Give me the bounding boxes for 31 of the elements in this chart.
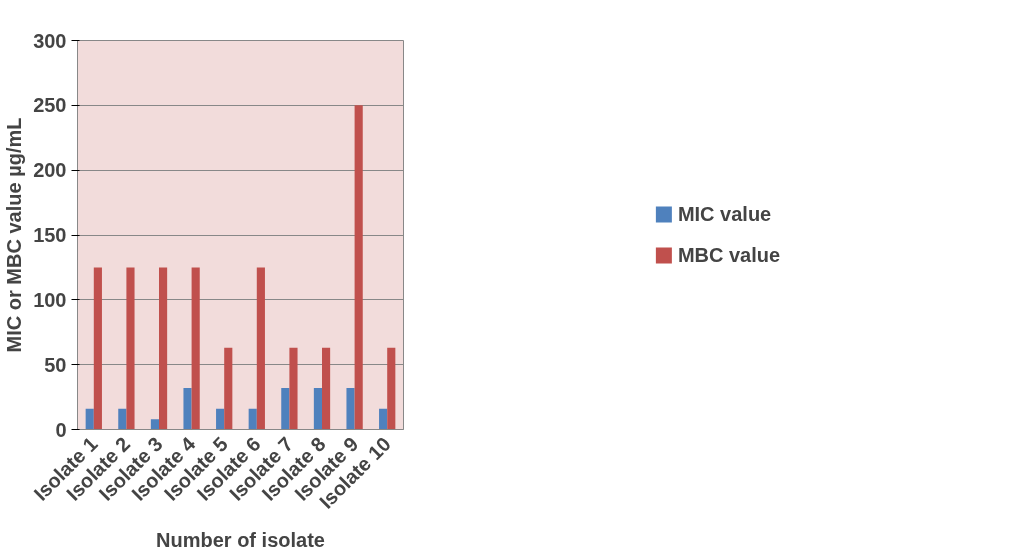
bar bbox=[126, 267, 135, 430]
bar bbox=[183, 388, 192, 430]
bar bbox=[118, 408, 127, 430]
legend-label: MBC value bbox=[677, 243, 781, 267]
legend-label: MIC value bbox=[677, 202, 772, 226]
y-tick-label: 250 bbox=[33, 94, 67, 117]
bar bbox=[281, 388, 290, 430]
y-tick-label: 0 bbox=[55, 418, 67, 441]
bar bbox=[85, 408, 94, 430]
y-tick-label: 300 bbox=[33, 29, 67, 52]
bar bbox=[191, 267, 200, 430]
y-tick-label: 150 bbox=[33, 224, 67, 246]
bar bbox=[216, 408, 225, 430]
bar bbox=[224, 347, 233, 430]
bar bbox=[322, 347, 331, 430]
bar bbox=[93, 267, 102, 430]
y-axis-title: MIC or MBC value µg/mL bbox=[3, 117, 26, 353]
x-axis-title: Number of isolate bbox=[156, 528, 325, 551]
y-tick-label: 200 bbox=[33, 159, 67, 182]
bar bbox=[387, 347, 396, 430]
bar bbox=[159, 267, 168, 430]
y-tick-label: 100 bbox=[33, 288, 67, 311]
bar bbox=[150, 419, 159, 430]
y-tick-label: 50 bbox=[44, 353, 67, 376]
bar bbox=[256, 267, 265, 430]
bar bbox=[379, 408, 388, 430]
bar bbox=[289, 347, 298, 430]
bar bbox=[346, 388, 355, 430]
bar bbox=[354, 105, 363, 430]
bar bbox=[313, 388, 322, 430]
bar bbox=[248, 408, 257, 430]
